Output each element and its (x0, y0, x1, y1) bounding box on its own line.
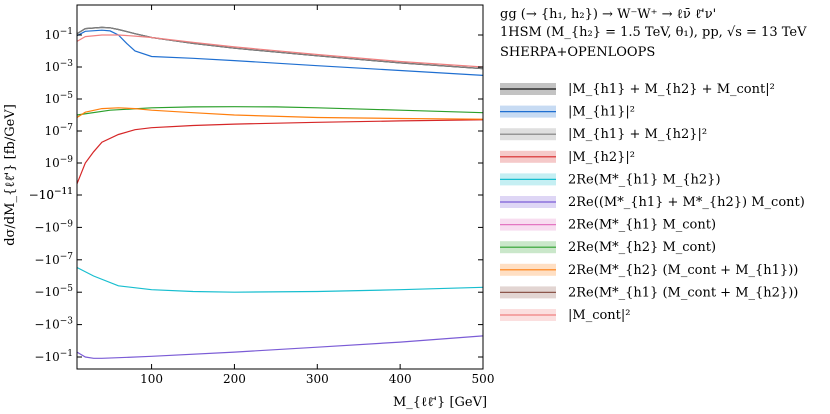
y-tick-label: −10−7 (34, 252, 73, 267)
model-label: 1HSM (M_{h₂} = 1.5 TeV, θ₁), pp, √s = 13… (500, 25, 807, 40)
y-tick-label: −10−3 (34, 317, 73, 332)
legend-label: |M_cont|² (568, 308, 631, 323)
y-tick-label: 10−1 (44, 27, 73, 42)
legend-label: |M_{h1} + M_{h2}|² (568, 127, 707, 142)
legend-label: 2Re(M*_{h2} M_cont) (568, 240, 716, 255)
series-line-7 (76, 106, 484, 116)
legend-label: |M_{h1} + M_{h2} + M_cont|² (568, 82, 775, 97)
legend: |M_{h1} + M_{h2} + M_cont|² |M_{h1}|² |M_{… (500, 82, 805, 323)
y-tick-label: −10−11 (29, 187, 73, 202)
legend-label: |M_{h1}|² (568, 105, 635, 120)
legend-label: |M_{h2}|² (568, 150, 635, 165)
process-label: gg (→ {h₁, h₂}) → W⁻W⁺ → ℓν̄ ℓ̄'ν' (500, 7, 717, 22)
series-line-3 (76, 119, 484, 185)
x-tick-label: 400 (389, 372, 412, 386)
x-tick-label: 500 (472, 372, 495, 386)
series-line-1 (76, 29, 484, 76)
x-tick-label: 300 (306, 372, 329, 386)
y-axis-label: dσ/dM_{ℓℓ̄'} [fb/GeV] (3, 104, 18, 246)
legend-label: 2Re(M*_{h1} (M_cont + M_{h2})) (568, 285, 798, 300)
plot-frame (76, 4, 484, 370)
x-tick-label: 100 (140, 372, 163, 386)
y-tick-label: 10−3 (44, 59, 73, 74)
x-axis-label: M_{ℓℓ̄'} [GeV] (393, 395, 487, 410)
plot-area (76, 26, 484, 359)
legend-label: 2Re(M*_{h1} M_{h2}) (568, 172, 721, 187)
series-line-10 (76, 34, 484, 68)
legend-label: 2Re(M*_{h2} (M_cont + M_{h1})) (568, 263, 798, 278)
axes: 100 200 300 400 50010−110−310−510−710−910−11… (29, 4, 495, 386)
y-tick-label: −10−5 (34, 284, 73, 299)
series-line-2 (76, 26, 484, 70)
legend-label: 2Re((M*_{h1} + M*_{h2}) M_cont) (568, 195, 805, 210)
y-tick-label: 10−7 (44, 123, 73, 138)
y-tick-label: −10−9 (34, 219, 73, 234)
series-line-5 (76, 335, 484, 359)
tool-label: SHERPA+OPENLOOPS (500, 45, 656, 60)
legend-label: 2Re(M*_{h1} M_cont) (568, 218, 716, 233)
y-tick-label: −10−1 (34, 349, 73, 364)
y-tick-label: 10−9 (44, 155, 73, 170)
series-line-4 (76, 266, 484, 293)
y-tick-label: 10−5 (44, 91, 73, 106)
x-tick-label: 200 (223, 372, 246, 386)
series-line-8 (76, 107, 484, 120)
